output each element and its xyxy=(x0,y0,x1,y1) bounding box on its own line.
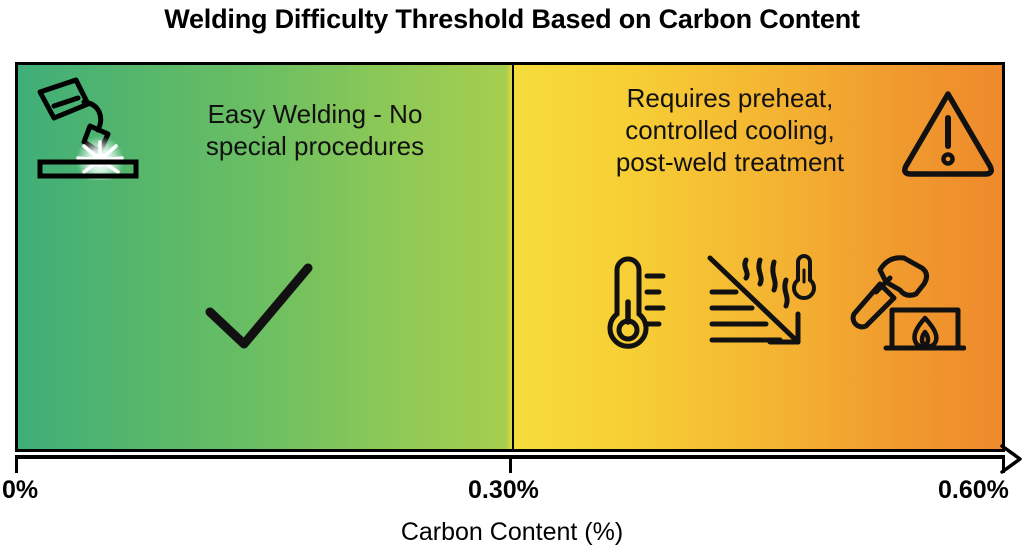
x-axis-title: Carbon Content (%) xyxy=(400,518,624,546)
axis-tick-label-030: 0.30% xyxy=(468,476,539,504)
axis-tick-030 xyxy=(509,455,512,473)
axis-tick-label-060: 0.60% xyxy=(938,476,1009,504)
axis-tick-label-0: 0% xyxy=(2,476,39,504)
axis-arrow-icon xyxy=(1000,442,1024,481)
threshold-divider-line xyxy=(512,65,514,449)
hammer-forge-icon xyxy=(846,248,967,361)
gradient-band xyxy=(15,62,1005,452)
check-icon xyxy=(196,254,324,363)
welding-torch-icon xyxy=(28,76,156,185)
page-title: Welding Difficulty Threshold Based on Ca… xyxy=(164,4,860,34)
axis-tick-0 xyxy=(15,455,18,473)
carbon-gradient-fill xyxy=(18,65,1002,449)
controlled-cooling-icon xyxy=(702,248,820,361)
easy-welding-label: Easy Welding - No special procedures xyxy=(205,99,425,162)
thermometer-icon xyxy=(585,248,675,359)
axis-tick-060 xyxy=(1002,455,1005,473)
requires-preheat-label: Requires preheat, controlled cooling, po… xyxy=(615,83,845,178)
warning-icon xyxy=(898,86,998,187)
